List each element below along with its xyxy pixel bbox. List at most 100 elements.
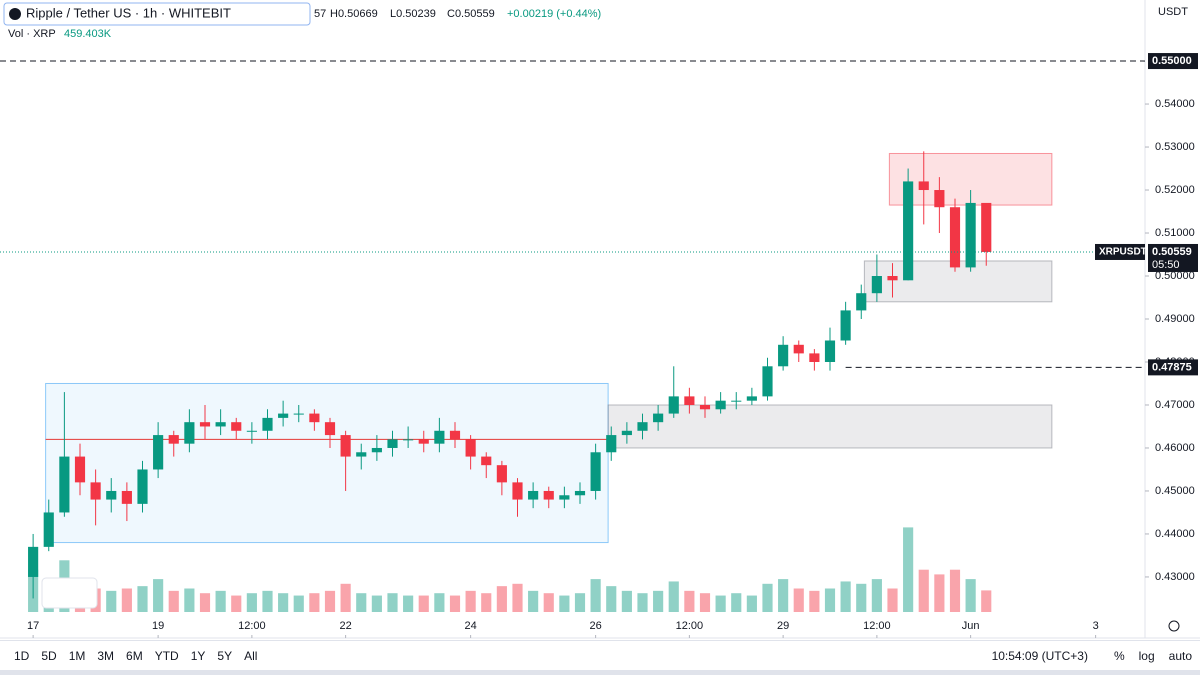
level-label: 0.55000: [1152, 55, 1192, 67]
range-button[interactable]: 6M: [126, 649, 143, 663]
symbol-icon: [9, 8, 21, 20]
scale-option[interactable]: log: [1138, 649, 1155, 663]
symbol-box[interactable]: [3, 2, 311, 26]
volume-bar: [356, 593, 367, 612]
volume-bar: [684, 590, 695, 612]
symbol-tag: [1095, 243, 1145, 260]
volume-bar: [496, 586, 507, 612]
range-button[interactable]: All: [244, 649, 258, 663]
volume-bar: [856, 583, 867, 612]
candle-body: [981, 202, 992, 252]
plot: [0, 60, 1149, 638]
candle-body: [371, 447, 382, 453]
candle-body: [699, 404, 711, 410]
candle-body: [90, 482, 101, 500]
candle-body: [184, 422, 195, 444]
volume-bar: [699, 593, 711, 612]
y-tick-label: 0.50000: [1155, 270, 1195, 282]
candle-body: [621, 430, 632, 436]
x-tick-label: 24: [465, 620, 477, 632]
volume-bar: [903, 527, 914, 612]
settings-icon[interactable]: [1168, 620, 1180, 632]
volume-bar: [778, 579, 789, 612]
candle-body: [387, 439, 398, 448]
candle-body: [934, 190, 945, 208]
volume-bar: [246, 593, 257, 612]
ohlc-high: H0.50669: [330, 8, 378, 20]
candle-body: [278, 413, 289, 418]
footer-bar: [0, 670, 1200, 675]
candle-body: [746, 396, 757, 401]
volume-bar: [949, 569, 961, 612]
candle-body: [684, 396, 695, 405]
symbol-title[interactable]: Ripple / Tether US · 1h · WHITEBIT: [26, 5, 231, 20]
volume-bar: [199, 593, 211, 612]
volume-bar: [387, 593, 398, 612]
candle-body: [965, 202, 976, 268]
candle-body: [418, 439, 429, 444]
candle-body: [871, 276, 882, 294]
candle-body: [731, 400, 742, 402]
scale-option[interactable]: %: [1113, 649, 1125, 663]
candle-body: [887, 276, 898, 281]
candle-body: [121, 490, 132, 504]
level-label: 0.47875: [1152, 361, 1192, 373]
range-button[interactable]: 3M: [97, 649, 115, 663]
candle-body: [293, 413, 304, 415]
range-button[interactable]: 1Y: [190, 649, 206, 663]
currency[interactable]: USDT: [1158, 6, 1188, 18]
candle-body: [715, 400, 726, 410]
candle-body: [668, 396, 679, 414]
candle-body: [809, 353, 820, 362]
volume-bar: [168, 590, 179, 612]
level-tag: [1148, 53, 1198, 70]
volume-bar: [715, 595, 726, 612]
volume-bar: [746, 595, 757, 612]
volume-bar: [981, 590, 992, 612]
candle-body: [481, 456, 492, 466]
y-tick-label: 0.49000: [1155, 313, 1195, 325]
volume-bar: [871, 579, 882, 612]
volume-bar: [512, 583, 523, 612]
price-tag: [1148, 243, 1198, 272]
volume-bar: [762, 583, 773, 612]
candle-body: [340, 435, 351, 457]
range-button[interactable]: 1D: [14, 649, 30, 663]
candle-body: [106, 490, 117, 500]
volume-bar: [371, 595, 382, 612]
scale-option[interactable]: auto: [1168, 649, 1192, 663]
candle-body: [356, 452, 367, 457]
range-button[interactable]: YTD: [154, 649, 179, 663]
volume-bar: [621, 590, 632, 612]
volume-bar: [481, 593, 492, 612]
candle-body: [653, 413, 664, 423]
volume-bar: [731, 593, 742, 612]
y-tick-label: 0.45000: [1155, 485, 1195, 497]
volume-bar: [934, 574, 945, 612]
volume-bar: [637, 593, 648, 612]
range-button[interactable]: 5Y: [217, 649, 233, 663]
candle-body: [403, 439, 414, 441]
clock[interactable]: 10:54:09 (UTC+3): [991, 649, 1088, 663]
ohlc-open: 57: [314, 8, 326, 20]
candle-body: [528, 490, 539, 500]
candle-body: [590, 452, 601, 491]
candle-body: [543, 490, 554, 500]
y-tick-label: 0.51000: [1155, 227, 1195, 239]
volume-bar: [309, 593, 320, 612]
y-tick-label: 0.54000: [1155, 98, 1195, 110]
candle-body: [449, 430, 461, 440]
x-tick-label: 12:00: [238, 620, 266, 632]
candle-body: [903, 181, 914, 281]
volume-bar: [231, 595, 242, 612]
candle-body: [28, 546, 39, 577]
volume-bar: [340, 583, 351, 612]
drawing-widget[interactable]: [41, 577, 98, 609]
range-button[interactable]: 5D: [41, 649, 57, 663]
candle-body: [778, 344, 789, 367]
y-tick-label: 0.43000: [1155, 571, 1195, 583]
range-button[interactable]: 1M: [68, 649, 86, 663]
volume-bar: [106, 590, 117, 612]
volume-bar: [653, 590, 664, 612]
volume-bar: [543, 593, 554, 612]
